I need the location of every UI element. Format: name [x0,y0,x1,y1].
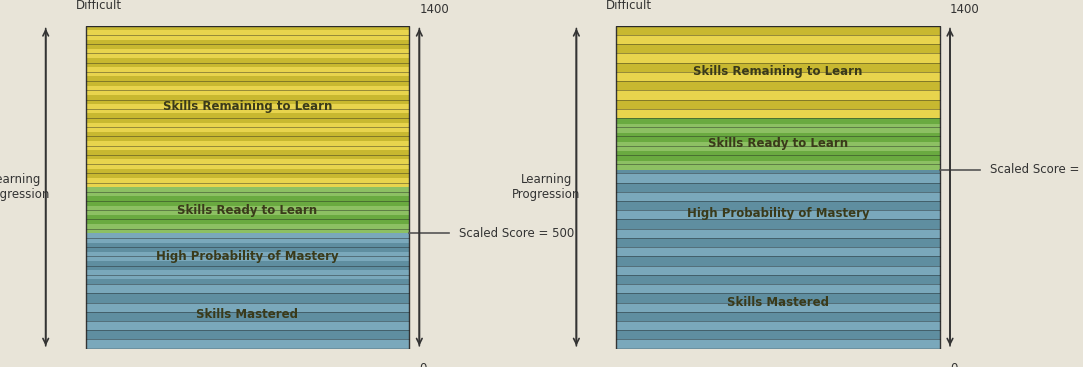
Text: Skills Ready to Learn: Skills Ready to Learn [178,204,317,217]
Bar [616,284,940,293]
Bar [616,339,940,349]
Text: Difficult: Difficult [76,0,121,12]
Bar [616,118,940,124]
Bar [86,339,409,349]
Bar [616,44,940,53]
Bar [616,330,940,339]
Bar [86,178,409,187]
Bar [86,224,409,233]
Bar [86,284,409,293]
Bar [616,99,940,109]
Bar [616,81,940,90]
Bar [86,261,409,270]
Bar [86,49,409,58]
Bar [86,132,409,141]
Bar [616,293,940,302]
Bar [86,321,409,330]
Bar [86,252,409,261]
Bar [86,312,409,321]
Bar [616,275,940,284]
Bar [616,53,940,63]
Bar [616,266,940,275]
Bar [616,109,940,118]
Bar [86,123,409,132]
Bar [616,170,940,173]
Bar [616,142,940,152]
Bar [86,243,409,252]
Bar [616,302,940,312]
Bar [86,26,409,30]
Bar [86,30,409,40]
Bar [86,330,409,339]
Text: Scaled Score = 500: Scaled Score = 500 [459,227,574,240]
Bar [616,72,940,81]
Bar [616,210,940,219]
Bar [86,95,409,104]
Bar [86,150,409,160]
Bar [86,26,409,349]
Bar [616,219,940,229]
Text: Skills Ready to Learn: Skills Ready to Learn [708,137,848,150]
Bar [616,124,940,133]
Text: Star Scale: Star Scale [744,0,812,3]
Bar [86,302,409,312]
Bar [616,257,940,266]
Bar [86,113,409,123]
Bar [86,206,409,215]
Bar [86,141,409,150]
Bar [86,160,409,169]
Text: Scaled Score = 775: Scaled Score = 775 [990,163,1083,177]
Bar [616,201,940,210]
Bar [616,63,940,72]
Text: High Probability of Mastery: High Probability of Mastery [687,207,870,219]
Bar [616,229,940,238]
Bar [86,104,409,113]
Text: 0: 0 [950,363,957,367]
Text: 0: 0 [419,363,427,367]
Bar [616,133,940,142]
Bar [616,26,940,35]
Text: High Probability of Mastery: High Probability of Mastery [156,250,339,263]
Bar [616,90,940,99]
Bar [616,161,940,170]
Bar [86,40,409,49]
Bar [86,215,409,224]
Text: 1400: 1400 [419,3,449,17]
Bar [86,196,409,206]
Bar [86,270,409,279]
Bar [616,173,940,182]
Bar [616,182,940,192]
Text: Skills Remaining to Learn: Skills Remaining to Learn [162,100,332,113]
Text: 1400: 1400 [950,3,980,17]
Bar [616,26,940,349]
Text: Skills Mastered: Skills Mastered [727,296,830,309]
Bar [86,67,409,76]
Bar [86,58,409,67]
Bar [616,35,940,44]
Bar [616,321,940,330]
Bar [616,238,940,247]
Bar [616,312,940,321]
Bar [86,76,409,86]
Bar [86,169,409,178]
Bar [86,233,409,243]
Text: Skills Mastered: Skills Mastered [196,308,299,320]
Text: Learning
Progression: Learning Progression [512,173,580,201]
Text: Learning
Progression: Learning Progression [0,173,50,201]
Bar [616,192,940,201]
Text: Difficult: Difficult [606,0,652,12]
Bar [86,293,409,302]
Bar [86,279,409,284]
Bar [616,247,940,257]
Bar [616,152,940,161]
Bar [86,86,409,95]
Text: Skills Remaining to Learn: Skills Remaining to Learn [693,65,863,78]
Text: Star Scale: Star Scale [213,0,282,3]
Bar [86,187,409,196]
